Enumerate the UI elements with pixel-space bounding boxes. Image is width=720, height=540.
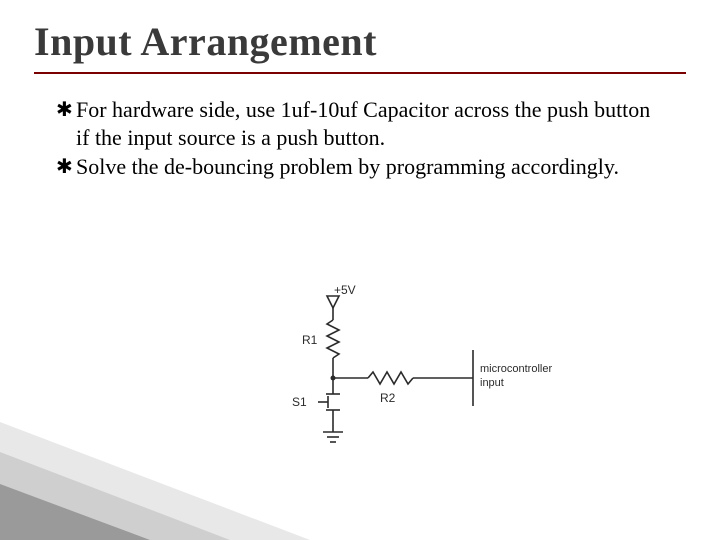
resistor-r2-icon [368, 372, 413, 384]
circuit-diagram: +5V R1 R2 microcontroller input [228, 282, 558, 462]
decor-poly-mid [0, 452, 230, 540]
bullet-item: ✱ Solve the de-bouncing problem by progr… [56, 153, 656, 181]
slide: Input Arrangement ✱ For hardware side, u… [0, 0, 720, 540]
r1-label: R1 [302, 333, 318, 347]
supply-icon [327, 296, 339, 308]
bullet-text: For hardware side, use 1uf-10uf Capacito… [76, 96, 656, 151]
bullet-marker-icon: ✱ [56, 96, 76, 123]
bullet-item: ✱ For hardware side, use 1uf-10uf Capaci… [56, 96, 656, 151]
bullet-list: ✱ For hardware side, use 1uf-10uf Capaci… [56, 96, 656, 183]
bullet-marker-icon: ✱ [56, 153, 76, 180]
s1-label: S1 [292, 395, 307, 409]
bullet-text: Solve the de-bouncing problem by program… [76, 153, 656, 181]
supply-label: +5V [334, 283, 356, 297]
slide-title: Input Arrangement [34, 18, 377, 65]
resistor-r1-icon [327, 320, 339, 358]
output-label-2: input [480, 377, 504, 389]
r2-label: R2 [380, 391, 396, 405]
title-underline [34, 72, 686, 74]
decor-poly-dark [0, 484, 150, 540]
output-label-1: microcontroller [480, 363, 552, 375]
